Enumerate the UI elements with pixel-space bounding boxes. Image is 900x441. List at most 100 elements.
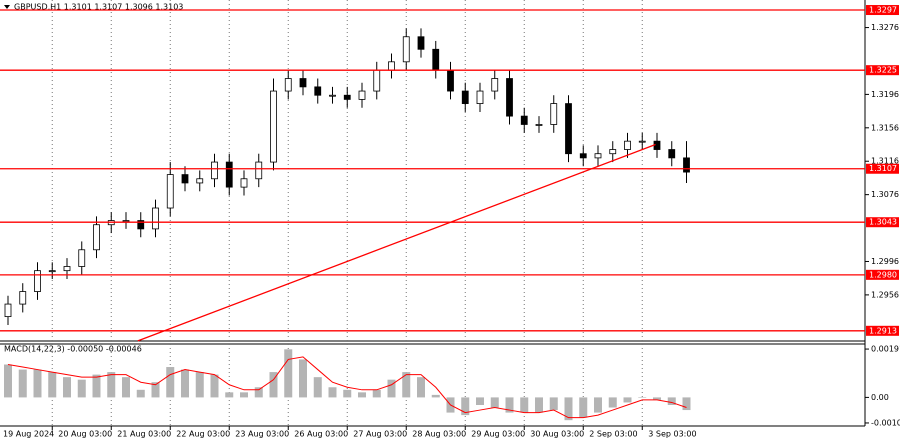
histogram-bar (461, 397, 470, 416)
candle-body (196, 178, 204, 184)
histogram-bar (92, 374, 101, 398)
histogram-bar (122, 377, 130, 398)
level-label-box (866, 163, 899, 174)
histogram-bar (417, 377, 425, 398)
trend-line (137, 143, 656, 342)
candle-body (181, 174, 189, 184)
histogram-bar (594, 397, 602, 413)
level-label: 1.2980 (869, 270, 897, 279)
histogram-bar (653, 397, 661, 400)
histogram-bar (4, 364, 12, 398)
level-label-box (866, 5, 899, 16)
candle-body (63, 266, 71, 272)
candle-body (683, 157, 690, 173)
candle-body (388, 61, 395, 71)
candle-body (609, 149, 617, 155)
candle-body (166, 174, 174, 209)
y-tick-label: 1.2956 (871, 290, 899, 299)
x-tick-label: 23 Aug 03:00 (235, 430, 289, 439)
candle-body (594, 153, 602, 159)
candle-body (432, 48, 440, 71)
macd-title: MACD(14,22,3) -0.00050 -0.00046 (4, 345, 142, 354)
histogram-bar (284, 349, 293, 398)
candle-body (461, 90, 469, 104)
level-label: 1.3225 (869, 66, 897, 75)
candle-body (329, 94, 336, 97)
candle-body (34, 270, 41, 292)
x-tick-label: 27 Aug 03:00 (353, 430, 407, 439)
candle-body (550, 103, 558, 125)
histogram-bar (490, 397, 499, 408)
y-tick-label: -0.00101 (871, 418, 900, 427)
x-tick-label: 26 Aug 03:00 (294, 430, 348, 439)
y-tick-label: 1.3076 (871, 190, 899, 199)
histogram-bar (358, 392, 366, 398)
candle-body (225, 161, 233, 188)
candle-body (476, 90, 484, 104)
histogram-bar (682, 397, 691, 411)
x-tick-label: 30 Aug 03:00 (530, 430, 584, 439)
y-tick-label: 1.3156 (871, 123, 899, 132)
candle-body (668, 149, 676, 159)
level-label-box (866, 65, 899, 76)
level-label: 1.3043 (869, 218, 897, 227)
candle-body (48, 270, 56, 273)
histogram-bar (181, 369, 189, 398)
candle-body (122, 220, 130, 222)
histogram-bar (564, 397, 573, 421)
candle-body (93, 224, 100, 251)
histogram-bar (505, 397, 514, 413)
candle-body (270, 90, 277, 163)
candle-body (535, 124, 543, 126)
candle-body (152, 207, 159, 230)
candle-body (506, 78, 513, 117)
candle-body (638, 140, 646, 143)
histogram-bar (299, 359, 307, 398)
candle-body (4, 303, 12, 318)
level-label: 1.3107 (869, 164, 897, 173)
histogram-bar (313, 377, 322, 398)
candle-body (491, 78, 499, 92)
y-tick-label: 1.3276 (871, 23, 899, 32)
histogram-bar (166, 367, 175, 398)
histogram-bar (225, 392, 234, 398)
x-tick-label: 29 Aug 03:00 (471, 430, 525, 439)
histogram-bar (402, 372, 411, 398)
histogram-bar (33, 369, 42, 398)
histogram-bar (48, 372, 57, 398)
candle-body (565, 103, 572, 155)
candle-body (314, 86, 322, 96)
candle-body (624, 140, 631, 150)
candle-body (343, 94, 351, 100)
histogram-bar (210, 374, 219, 398)
y-tick-label: 0.00191 (871, 345, 900, 354)
menu-arrow (4, 5, 10, 9)
level-label-box (866, 217, 899, 228)
candle-body (19, 291, 27, 305)
y-tick-label: 1.3116 (871, 157, 899, 166)
candle-body (255, 161, 263, 180)
histogram-bar (269, 372, 278, 398)
candle-body (240, 178, 248, 188)
x-tick-label: 21 Aug 03:00 (117, 430, 171, 439)
candle-body (137, 220, 145, 230)
histogram-bar (431, 394, 440, 398)
x-tick-label: 19 Aug 2024 (3, 430, 54, 439)
x-tick-label: 2 Sep 03:00 (589, 430, 637, 439)
histogram-bar (343, 389, 352, 398)
x-tick-label: 28 Aug 03:00 (412, 430, 466, 439)
histogram-bar (520, 397, 529, 413)
signal-line (7, 356, 687, 419)
level-label-box (866, 325, 899, 336)
histogram-bar (387, 379, 396, 398)
level-label-box (866, 269, 899, 280)
candle-body (402, 36, 410, 63)
x-tick-label: 20 Aug 03:00 (58, 430, 112, 439)
histogram-bar (372, 389, 381, 398)
candle-body (284, 78, 292, 92)
candle-body (78, 249, 86, 267)
candle-body (417, 36, 425, 50)
candle-body (358, 90, 366, 100)
histogram-bar (63, 377, 71, 398)
